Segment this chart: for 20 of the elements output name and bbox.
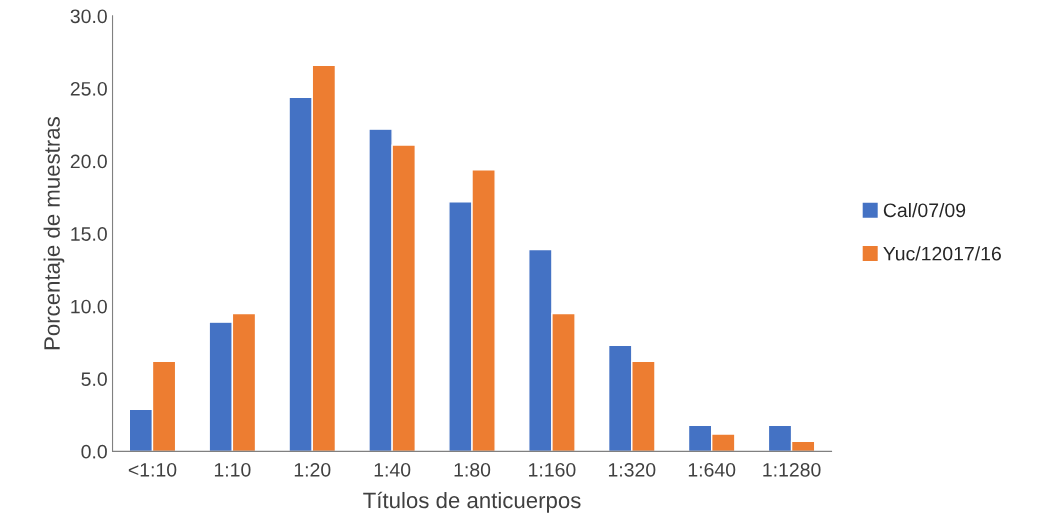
y-tick-label: 15.0 xyxy=(71,227,107,241)
x-tick-label: 1:10 xyxy=(214,462,251,477)
legend-label: Yuc/12017/16 xyxy=(883,246,1001,261)
y-tick-label: 10.0 xyxy=(71,299,107,314)
x-tick-label: 1:80 xyxy=(454,462,491,477)
legend-label: Cal/07/09 xyxy=(883,202,966,218)
y-tick-label: 20.0 xyxy=(70,154,107,169)
x-axis-title: Títulos de anticuerpos xyxy=(363,491,581,513)
y-tick-label: 5.0 xyxy=(81,372,107,387)
y-tick-label: 30.0 xyxy=(70,9,107,24)
x-tick-label: 1:320 xyxy=(608,462,656,477)
x-tick-label: 1:20 xyxy=(294,462,331,477)
x-tick-label: 1:40 xyxy=(374,462,411,477)
y-axis-title: Porcentaje de muestras xyxy=(43,117,65,350)
x-tick-label: <1:10 xyxy=(128,462,177,477)
x-tick-label: 1:1280 xyxy=(763,462,821,477)
x-tick-label: 1:640 xyxy=(688,462,736,477)
y-tick-label: 25.0 xyxy=(70,81,107,96)
x-tick-label: 1:160 xyxy=(529,462,576,477)
y-tick-label: 0.0 xyxy=(81,444,107,459)
